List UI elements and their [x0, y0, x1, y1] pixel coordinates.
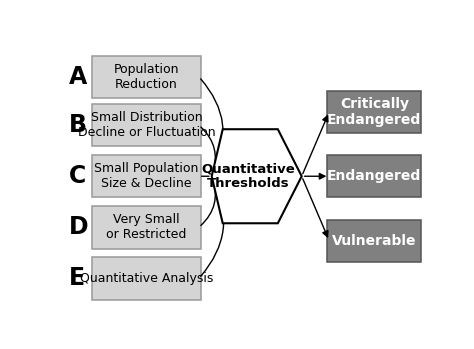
FancyBboxPatch shape	[92, 257, 201, 299]
Text: B: B	[68, 113, 86, 137]
Text: D: D	[68, 215, 88, 239]
Text: A: A	[68, 65, 87, 89]
Polygon shape	[212, 129, 301, 223]
Text: Critically
Endangered: Critically Endangered	[327, 97, 421, 127]
FancyBboxPatch shape	[328, 90, 421, 133]
FancyBboxPatch shape	[92, 206, 201, 248]
FancyBboxPatch shape	[92, 155, 201, 198]
FancyBboxPatch shape	[328, 155, 421, 198]
Text: E: E	[68, 266, 84, 290]
FancyArrowPatch shape	[303, 116, 328, 174]
FancyBboxPatch shape	[92, 55, 201, 98]
FancyArrowPatch shape	[201, 179, 215, 225]
Text: Quantitative Analysis: Quantitative Analysis	[80, 272, 213, 285]
Text: C: C	[68, 164, 86, 188]
Text: Population
Reduction: Population Reduction	[114, 63, 179, 91]
FancyArrowPatch shape	[303, 179, 328, 237]
Text: Small Population
Size & Decline: Small Population Size & Decline	[94, 162, 199, 190]
Text: Endangered: Endangered	[327, 169, 421, 183]
FancyBboxPatch shape	[328, 220, 421, 262]
FancyArrowPatch shape	[304, 173, 325, 179]
Text: Vulnerable: Vulnerable	[332, 234, 417, 248]
FancyArrowPatch shape	[201, 127, 215, 174]
FancyArrowPatch shape	[201, 79, 223, 174]
FancyArrowPatch shape	[201, 179, 224, 276]
Text: Small Distribution
Decline or Fluctuation: Small Distribution Decline or Fluctuatio…	[78, 111, 215, 139]
FancyBboxPatch shape	[92, 104, 201, 147]
Text: Quantitative
Thresholds: Quantitative Thresholds	[201, 162, 295, 190]
Text: Very Small
or Restricted: Very Small or Restricted	[106, 213, 187, 241]
